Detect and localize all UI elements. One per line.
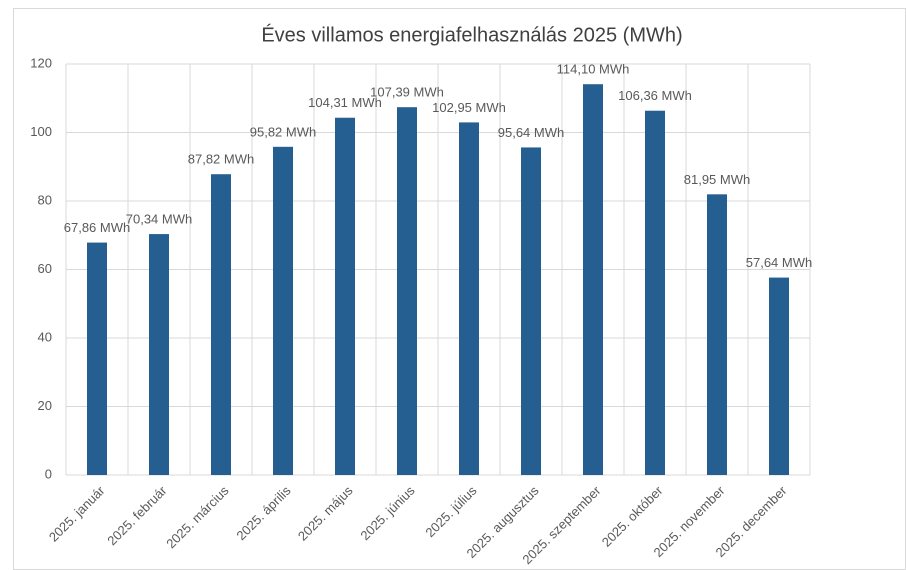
data-label: 57,64 MWh — [746, 255, 812, 270]
y-tick-label: 60 — [38, 261, 52, 276]
data-label: 106,36 MWh — [618, 88, 692, 103]
data-label: 104,31 MWh — [308, 95, 382, 110]
y-tick-label: 0 — [45, 466, 52, 481]
data-label: 87,82 MWh — [188, 152, 254, 167]
data-label: 102,95 MWh — [432, 100, 506, 115]
bar — [149, 234, 169, 475]
bar — [87, 242, 107, 475]
data-label: 70,34 MWh — [126, 212, 192, 227]
y-tick-label: 120 — [30, 55, 52, 70]
data-label: 81,95 MWh — [684, 172, 750, 187]
data-label: 95,64 MWh — [498, 125, 564, 140]
bar — [645, 110, 665, 475]
bar — [521, 147, 541, 476]
y-tick-label: 80 — [38, 192, 52, 207]
bar — [583, 84, 603, 476]
bar — [707, 194, 727, 476]
y-tick-label: 20 — [38, 398, 52, 413]
data-label: 107,39 MWh — [370, 85, 444, 100]
bar — [335, 117, 355, 475]
bar — [211, 174, 231, 476]
chart-title: Éves villamos energiafelhasználás 2025 (… — [261, 23, 682, 46]
data-label: 67,86 MWh — [64, 220, 130, 235]
y-tick-label: 40 — [38, 329, 52, 344]
bar — [273, 146, 293, 475]
data-label: 95,82 MWh — [250, 124, 316, 139]
bar — [459, 122, 479, 476]
data-label: 114,10 MWh — [557, 62, 630, 77]
y-tick-label: 100 — [30, 124, 52, 139]
bar — [769, 277, 789, 475]
bar — [397, 107, 417, 476]
